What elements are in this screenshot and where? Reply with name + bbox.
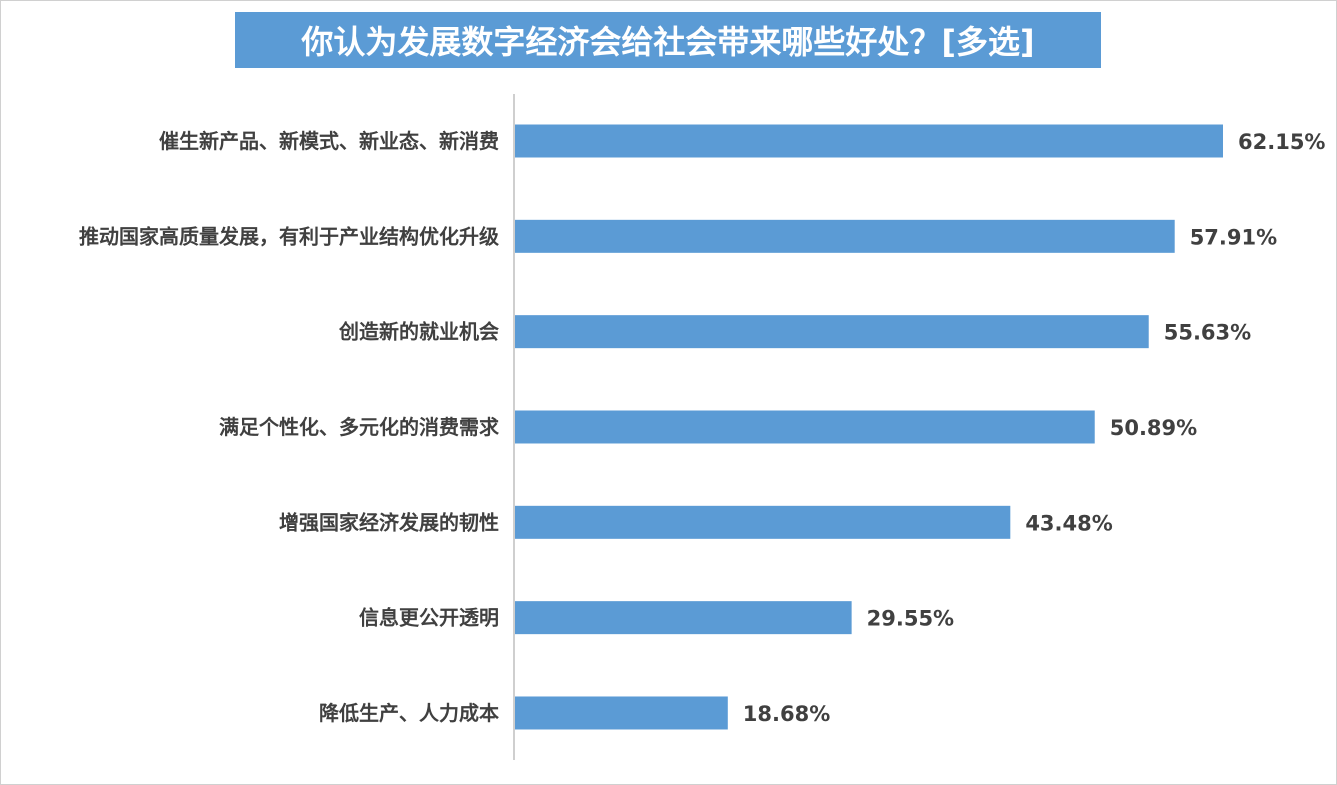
category-label: 推动国家高质量发展，有利于产业结构优化升级 xyxy=(79,224,499,248)
value-label: 62.15% xyxy=(1238,130,1325,154)
value-label: 29.55% xyxy=(867,607,954,631)
chart-title-box: 你认为发展数字经济会给社会带来哪些好处？[多选] xyxy=(235,12,1101,68)
value-label: 18.68% xyxy=(743,702,830,726)
bars-layer: 催生新产品、新模式、新业态、新消费 62.15% 推动国家高质量发展，有利于产业结构… xyxy=(79,124,1325,730)
bar xyxy=(515,315,1149,349)
bar xyxy=(515,601,852,635)
bar xyxy=(515,505,1011,539)
category-label: 增强国家经济发展的韧性 xyxy=(279,510,499,534)
value-label: 50.89% xyxy=(1110,416,1197,440)
category-label: 降低生产、人力成本 xyxy=(319,701,499,725)
category-label: 满足个性化、多元化的消费需求 xyxy=(219,415,500,439)
value-label: 55.63% xyxy=(1164,321,1251,345)
bar xyxy=(515,696,728,730)
category-label: 创造新的就业机会 xyxy=(338,320,499,344)
value-label: 43.48% xyxy=(1025,511,1112,535)
category-label: 信息更公开透明 xyxy=(359,606,499,630)
bar xyxy=(515,219,1175,253)
bar xyxy=(515,124,1223,158)
chart-title: 你认为发展数字经济会给社会带来哪些好处？[多选] xyxy=(301,23,1035,61)
bar xyxy=(515,410,1095,444)
category-label: 催生新产品、新模式、新业态、新消费 xyxy=(159,129,499,153)
value-label: 57.91% xyxy=(1190,225,1277,249)
